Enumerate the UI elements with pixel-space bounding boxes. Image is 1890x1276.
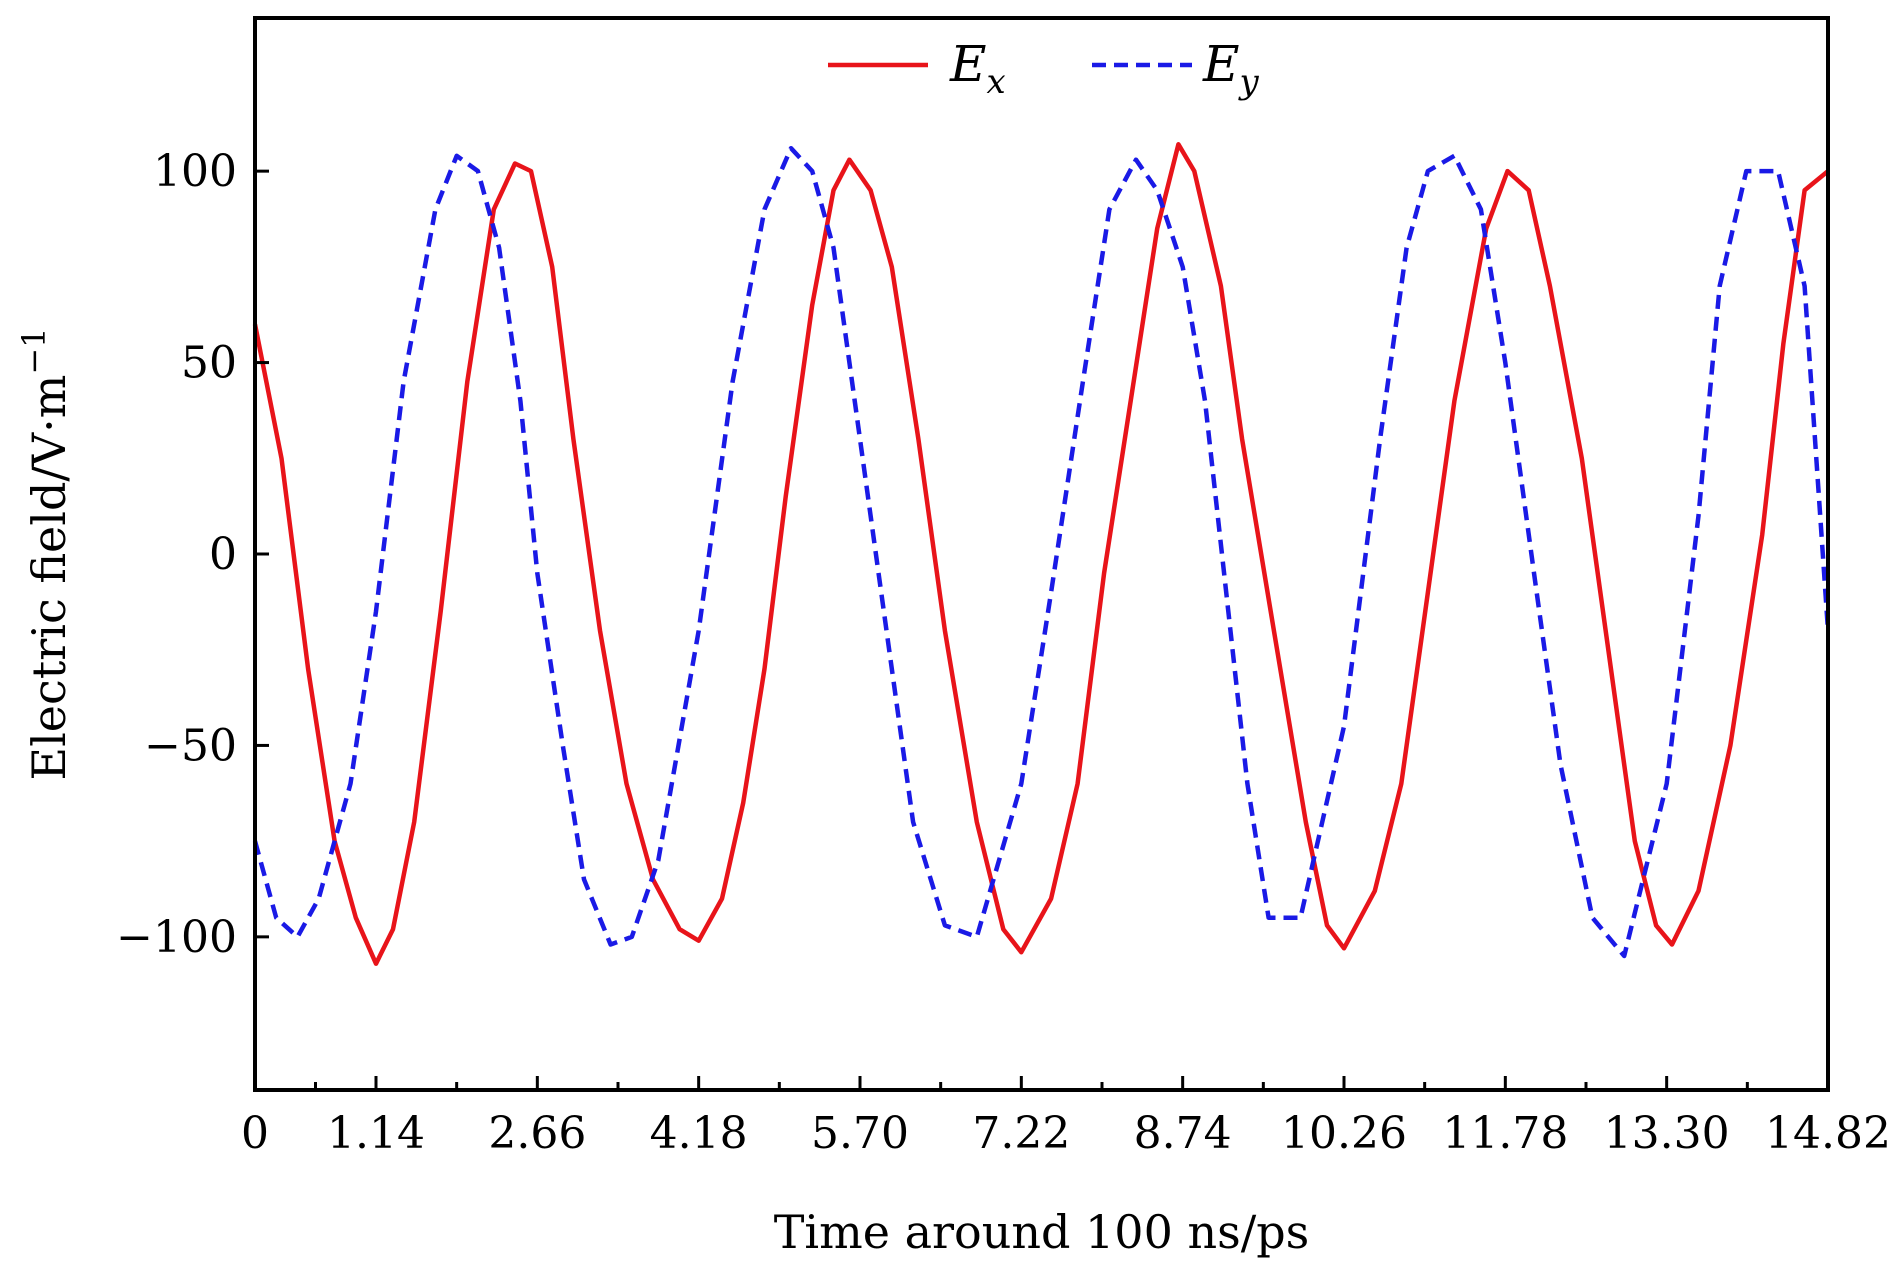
x-tick-label: 11.78	[1442, 1108, 1568, 1159]
x-tick-label: 0	[241, 1108, 269, 1159]
series-line-e-x	[252, 142, 1830, 966]
x-axis-title: Time around 100 ns/ps	[774, 1205, 1310, 1259]
y-axis-title: Electric field/V·m−1	[15, 327, 76, 780]
x-tick-label: 5.70	[811, 1108, 909, 1159]
plot-frame	[253, 16, 1830, 1092]
series-line-e-y	[252, 145, 1831, 959]
legend-label-subscript: x	[987, 62, 1006, 102]
x-tick-label: 7.22	[972, 1108, 1070, 1159]
legend-label-subscript: y	[1238, 62, 1260, 102]
y-tick-label: 0	[209, 529, 237, 580]
legend-label-x: Ex	[949, 35, 1006, 102]
y-axis-ticks: −100 −50 0 50 100	[116, 146, 269, 963]
x-tick-label: 8.74	[1134, 1108, 1232, 1159]
x-axis-ticks: 0 1.14 2.66 4.18 5.70 7.22 8.74 10.26 11.78 13.30…	[241, 1076, 1890, 1159]
x-tick-label: 1.14	[327, 1108, 425, 1159]
x-tick-label: 2.66	[488, 1108, 586, 1159]
legend: Ex Ey	[828, 35, 1260, 102]
y-tick-label: 50	[181, 338, 237, 389]
y-tick-label: −100	[116, 912, 237, 963]
x-tick-label: 14.82	[1765, 1108, 1890, 1159]
y-axis-title-superscript: −1	[15, 327, 53, 374]
x-tick-label: 10.26	[1281, 1108, 1407, 1159]
legend-label-y: Ey	[1202, 35, 1260, 102]
y-tick-label: 100	[153, 146, 237, 197]
y-tick-label: −50	[144, 720, 237, 771]
x-tick-label: 4.18	[650, 1108, 748, 1159]
x-tick-label: 13.30	[1604, 1108, 1730, 1159]
series-layer	[252, 142, 1831, 966]
